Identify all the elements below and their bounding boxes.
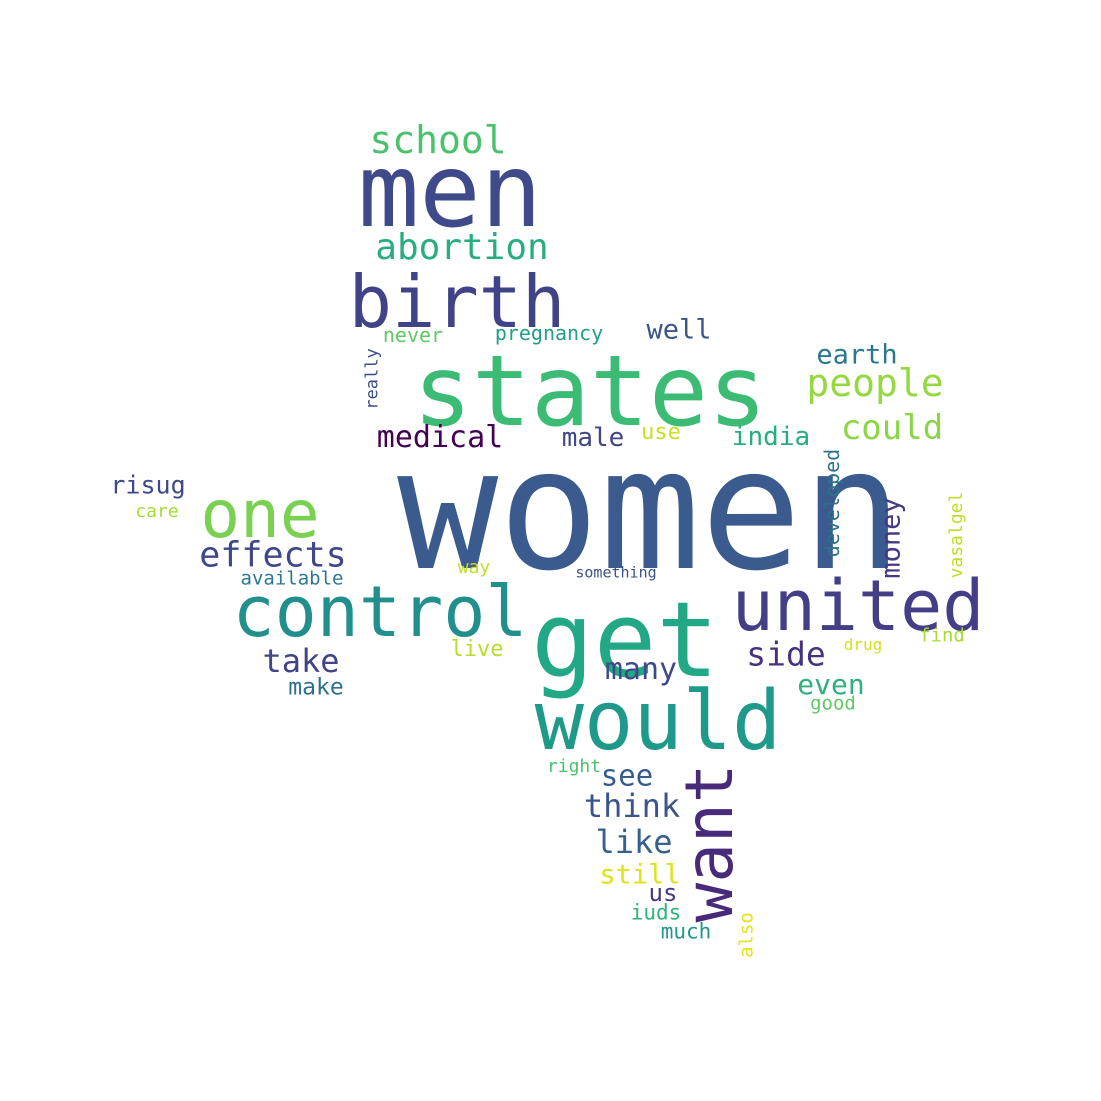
word-live: live [450, 637, 504, 662]
word-india: india [731, 422, 811, 452]
word-right: right [546, 756, 602, 777]
word-find: find [919, 624, 965, 647]
word-like: like [595, 823, 673, 861]
word-us: us [648, 879, 678, 907]
word-abortion: abortion [375, 227, 549, 268]
word-available: available [240, 567, 344, 590]
word-never: never [382, 323, 444, 347]
word-male: male [561, 423, 625, 453]
word-control: control [232, 571, 528, 653]
word-use: use [641, 420, 681, 445]
word-women: women [397, 412, 903, 608]
word-still: still [599, 859, 681, 891]
word-developed: developed [820, 448, 844, 558]
word-well: well [646, 314, 712, 346]
word-states: states [412, 335, 768, 449]
word-something: something [575, 563, 657, 582]
word-birth: birth [348, 260, 566, 344]
word-care: care [135, 501, 179, 522]
word-effects: effects [199, 535, 347, 576]
word-could: could [840, 408, 944, 448]
word-make: make [288, 674, 344, 701]
word-medical: medical [376, 420, 504, 455]
word-even: even [797, 668, 865, 701]
word-think: think [583, 787, 681, 825]
word-iuds: iuds [630, 900, 682, 925]
word-would: would [534, 674, 782, 769]
word-earth: earth [816, 339, 898, 371]
word-united: united [731, 565, 985, 647]
word-school: school [369, 118, 507, 162]
word-many: many [604, 652, 678, 687]
word-way: way [457, 557, 491, 578]
word-money: money [875, 497, 907, 579]
word-people: people [806, 361, 944, 405]
word-vasalgel: vasalgel [946, 491, 967, 579]
word-also: also [735, 912, 758, 958]
word-take: take [262, 642, 340, 680]
word-want: want [671, 763, 748, 923]
word-get: get [531, 579, 719, 701]
word-see: see [600, 758, 654, 793]
word-drug: drug [843, 635, 883, 654]
word-pregnancy: pregnancy [494, 321, 604, 345]
word-one: one [200, 476, 320, 553]
word-much: much [660, 919, 712, 944]
word-good: good [810, 692, 856, 715]
word-men: men [357, 132, 543, 251]
word-really: really [362, 348, 383, 410]
word-side: side [746, 634, 826, 674]
word-risug: risug [110, 470, 186, 500]
